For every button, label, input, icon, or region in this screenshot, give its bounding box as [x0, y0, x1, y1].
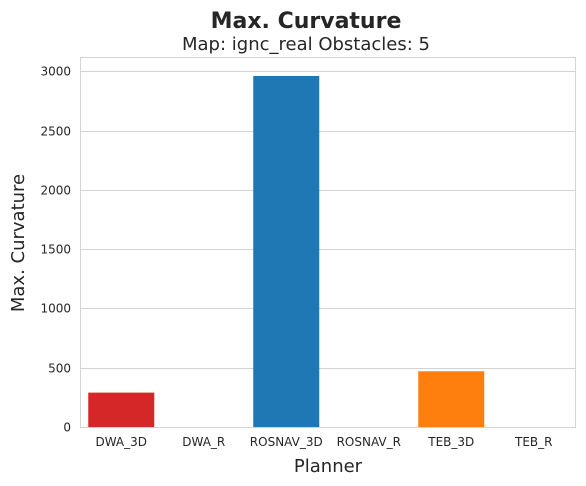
plot-frame	[80, 57, 576, 428]
x-tick-label: DWA_R	[182, 435, 225, 449]
bar-dwa-3d	[88, 392, 155, 427]
bars	[88, 75, 485, 427]
y-tick-labels: 0 500 1000 1500 2000 2500 3000	[40, 65, 71, 435]
x-tick-label: ROSNAV_3D	[250, 435, 323, 449]
bar-rosnav-3d	[253, 75, 320, 427]
x-tick-label: TEB_R	[514, 435, 552, 449]
y-tick-label: 3000	[40, 65, 71, 79]
grid-lines	[80, 71, 575, 428]
y-tick-label: 500	[48, 362, 71, 376]
bar-teb-3d	[418, 371, 485, 427]
chart-subtitle: Map: ignc_real Obstacles: 5	[182, 34, 430, 55]
y-tick-label: 0	[63, 421, 71, 435]
x-tick-label: TEB_3D	[427, 435, 474, 449]
x-tick-label: ROSNAV_R	[337, 435, 401, 449]
x-tick-labels: DWA_3D DWA_R ROSNAV_3D ROSNAV_R TEB_3D TEB_R	[95, 435, 552, 449]
y-axis-label: Max. Curvature	[8, 174, 29, 312]
chart-title: Max. Curvature	[211, 9, 402, 34]
y-tick-label: 1000	[40, 302, 71, 316]
y-tick-label: 2500	[40, 125, 71, 139]
x-axis-label: Planner	[294, 456, 363, 477]
y-tick-label: 2000	[40, 184, 71, 198]
x-tick-label: DWA_3D	[95, 435, 147, 449]
y-tick-label: 1500	[40, 243, 71, 257]
